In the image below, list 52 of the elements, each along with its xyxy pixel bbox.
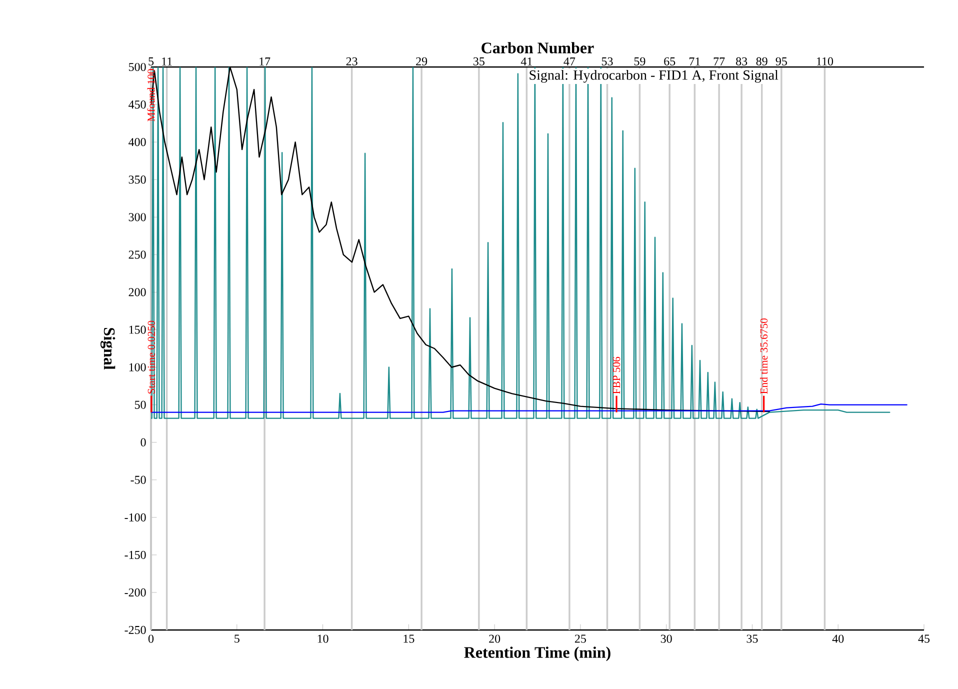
annotation: 17	[260, 57, 270, 66]
y-tick-label: 400	[128, 138, 146, 146]
line-series	[151, 403, 908, 413]
annotation: 83	[736, 57, 748, 66]
y-tick-label: 50	[134, 400, 146, 409]
x-tick-label: 0	[148, 634, 154, 643]
y-tick-label: 100	[129, 363, 146, 372]
annotation: 59	[634, 57, 646, 66]
annotation: 11	[162, 57, 172, 66]
annotation: Signal: Hydrocarbon - FID1 A, Front Signal	[530, 70, 778, 83]
annotation: 35	[473, 57, 484, 66]
ref-line-label: Start time 0.0250	[148, 320, 156, 394]
annotation: 29	[416, 57, 428, 66]
x-axis-title: Retention Time (min)	[464, 646, 610, 662]
y-tick-label: -150	[124, 550, 146, 559]
x-tick-label: 15	[404, 634, 414, 643]
y-axis-title: Signal	[100, 328, 116, 370]
y-tick-label: 350	[128, 176, 146, 184]
y-tick-label: 450	[128, 100, 146, 109]
annotation: 5	[148, 57, 154, 66]
y-tick-label: -250	[124, 626, 146, 634]
y-tick-label: 150	[129, 326, 146, 334]
x-tick-label: 40	[832, 634, 844, 643]
annotation: 95	[776, 57, 787, 66]
y-tick-label: 300	[128, 213, 146, 222]
y-tick-label: -50	[130, 476, 146, 484]
x-tick-label: 10	[318, 634, 328, 643]
x-tick-label: 45	[918, 634, 930, 643]
annotation: 47	[564, 58, 576, 66]
y-tick-label: 200	[128, 288, 146, 296]
x2-axis-title: Carbon Number	[482, 42, 594, 54]
annotation: 53	[602, 57, 613, 66]
y-tick-label: 500	[128, 62, 146, 72]
x-tick-label: 5	[234, 634, 240, 643]
ref-line-label: End time 35.6750	[760, 318, 768, 394]
annotation: 71	[689, 57, 700, 66]
annotation: Mfound 100	[147, 69, 155, 122]
annotation: 110	[816, 57, 834, 66]
annotation: 65	[664, 57, 676, 66]
y-tick-label: 0	[140, 438, 146, 446]
annotation: 89	[756, 57, 768, 66]
y-tick-label: -200	[124, 588, 146, 597]
x-tick-label: 35	[746, 634, 758, 643]
annotation: 23	[346, 57, 358, 66]
annotation: 77	[714, 58, 725, 66]
y-tick-label: 250	[128, 250, 146, 259]
x-tick-label: 25	[574, 634, 586, 643]
x-tick-label: 30	[660, 634, 672, 643]
y-tick-label: -100	[124, 513, 146, 522]
ref-line-label: FBP 506	[612, 356, 620, 394]
x-tick-label: 20	[489, 634, 500, 643]
annotation: 41	[520, 57, 532, 66]
